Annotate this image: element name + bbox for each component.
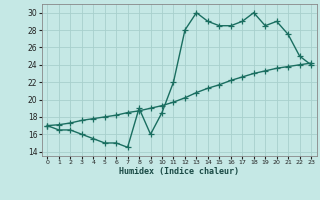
X-axis label: Humidex (Indice chaleur): Humidex (Indice chaleur) <box>119 167 239 176</box>
